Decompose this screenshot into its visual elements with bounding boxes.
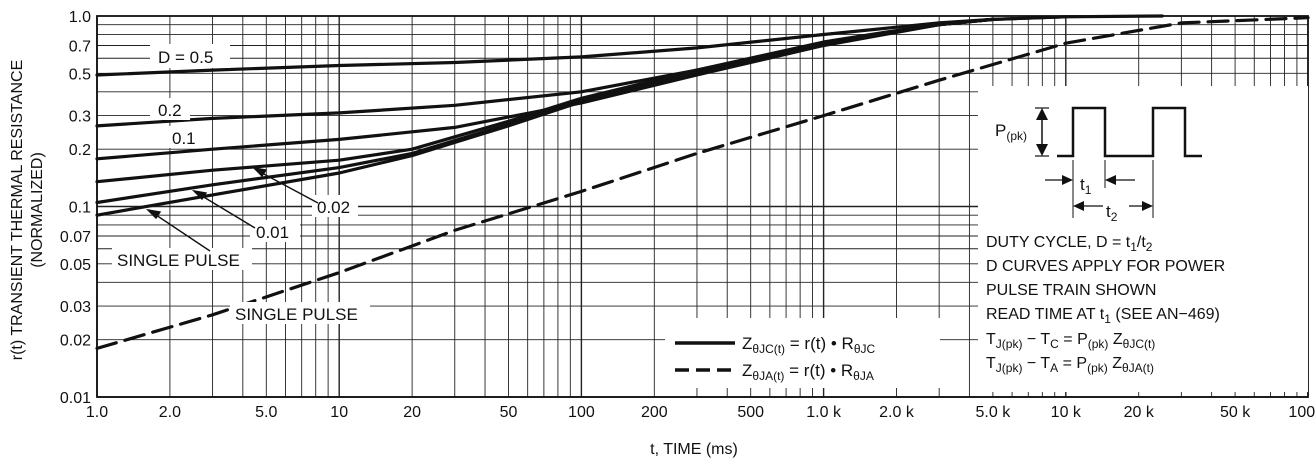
x-tick-label: 2.0 k (879, 404, 915, 421)
leader-single-pulse (155, 214, 211, 252)
curve-label-single-pulse-ja: SINGLE PULSE (235, 305, 358, 324)
read-time-text: READ TIME AT t1 (SEE AN−469) (986, 306, 1220, 326)
x-tick-label: 500 (737, 404, 764, 421)
duty-cycle-text: DUTY CYCLE, D = t1/t2 (986, 234, 1153, 254)
legend-box-background (665, 318, 940, 388)
t1-arrow-left (1062, 175, 1073, 185)
curve-label-single-pulse-jc: SINGLE PULSE (117, 251, 240, 270)
series-line-6 (95, 16, 1310, 350)
y-tick-labels: 1.0 0.7 0.5 0.3 0.2 0.1 0.07 0.05 0.03 0.02 0.01 (60, 9, 91, 407)
x-tick-label: 50 k (1220, 404, 1251, 421)
series-line-4 (95, 17, 995, 205)
t2-arrow-left (1073, 201, 1084, 211)
y-tick-label: 0.3 (69, 109, 91, 126)
y-tick-label: 0.7 (69, 39, 91, 56)
series-line-5 (95, 17, 995, 217)
y-axis-title: r(t) TRANSIENT THERMAL RESISTANCE (9, 60, 26, 360)
curve-label-d02: 0.2 (158, 101, 182, 120)
x-tick-label: 50 (500, 404, 518, 421)
t2-arrow-right (1142, 201, 1153, 211)
leader-lines (145, 166, 319, 252)
curve-label-d01: 0.1 (172, 129, 196, 148)
x-tick-label: 5.0 (255, 404, 277, 421)
y-tick-label: 0.5 (69, 66, 91, 83)
p-pk-label: P(pk) (995, 121, 1027, 143)
x-tick-label: 100 (568, 404, 595, 421)
y-tick-label: 1.0 (69, 9, 91, 26)
x-tick-labels: 1.0 2.0 5.0 10 20 50 100 200 500 1.0 k 2.0 k 5.0 k 1… (86, 404, 1316, 421)
p-pk-arrow-down (1036, 144, 1048, 156)
x-tick-label: 100 k (1288, 404, 1316, 421)
x-tick-label: 20 (403, 404, 421, 421)
x-tick-label: 200 (641, 404, 668, 421)
leader-d001 (201, 195, 256, 229)
x-tick-label: 10 k (1051, 404, 1082, 421)
inset-panel: P(pk) t1 t2 DUTY CYCLE, D = t1/t2 D CURV… (986, 106, 1225, 375)
curve-label-d05: D = 0.5 (158, 48, 213, 67)
series-group (95, 14, 1310, 350)
y-tick-label: 0.05 (60, 257, 91, 274)
x-axis-title: t, TIME (ms) (650, 441, 738, 458)
x-tick-label: 10 (330, 404, 348, 421)
curve-label-d002: 0.02 (317, 198, 350, 217)
series-line-2 (95, 17, 995, 161)
y-tick-label: 0.03 (60, 299, 91, 316)
arrowhead-single-pulse (145, 208, 162, 220)
leader-d002 (261, 172, 319, 204)
y-tick-label: 0.01 (60, 390, 91, 407)
t1-label: t1 (1080, 175, 1092, 197)
inset-panel-background (978, 86, 1308, 392)
pulse-train-waveform (1057, 106, 1202, 158)
x-tick-label: 1.0 (86, 404, 108, 421)
x-tick-label: 5.0 k (976, 404, 1012, 421)
d-curves-text-1: D CURVES APPLY FOR POWER (986, 258, 1225, 275)
arrowhead-d001 (191, 189, 208, 201)
y-axis-subtitle: (NORMALIZED) (29, 152, 46, 268)
y-tick-label: 0.2 (69, 142, 91, 159)
t2-label: t2 (1106, 202, 1118, 224)
p-pk-arrow-up (1036, 108, 1048, 120)
t2-label-bg (1103, 196, 1129, 222)
y-tick-label: 0.07 (60, 229, 91, 246)
x-tick-label: 2.0 (159, 404, 181, 421)
d-curves-text-2: PULSE TRAIN SHOWN (986, 282, 1156, 299)
y-tick-label: 0.1 (69, 200, 91, 217)
curve-labels: D = 0.5 0.2 0.1 0.02 0.01 SINGLE PULSE S… (112, 44, 370, 324)
series-line-3 (95, 17, 995, 184)
equation-jc: TJ(pk) − TC = P(pk) ZθJC(t) (986, 331, 1155, 351)
x-tick-label: 1.0 k (806, 404, 842, 421)
t1-arrow-right (1105, 175, 1116, 185)
x-tick-label: 20 k (1124, 404, 1155, 421)
curve-label-d001: 0.01 (256, 223, 289, 242)
equation-ja: TJ(pk) − TA = P(pk) ZθJA(t) (986, 355, 1154, 375)
arrowhead-d002 (251, 166, 268, 178)
y-tick-label: 0.02 (60, 333, 91, 350)
